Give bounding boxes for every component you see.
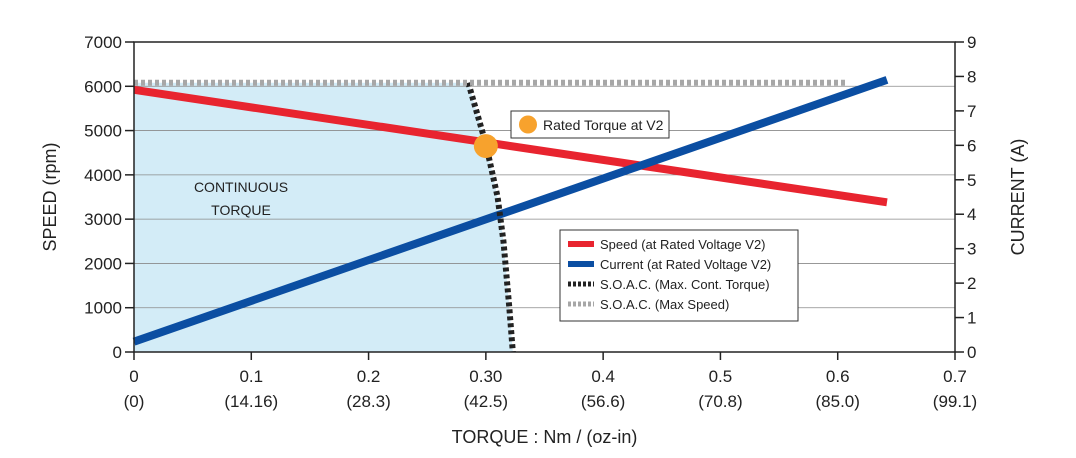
y-right-tick-label: 3 — [967, 240, 976, 259]
x-tick-label: 0.6 — [826, 367, 850, 386]
x-tick-sublabel: (70.8) — [698, 392, 742, 411]
legend-label-speed-at-rated-voltage-v2: Speed (at Rated Voltage V2) — [600, 237, 766, 252]
series-line-s-o-a-c-max-cont-torque — [465, 81, 516, 353]
region-label-line: CONTINUOUS — [194, 179, 288, 195]
y-right-tick-label: 6 — [967, 136, 976, 155]
y-left-tick-label: 0 — [113, 343, 122, 362]
x-tick-label: 0.30 — [469, 367, 502, 386]
plot-frame — [133, 41, 956, 353]
y-right-axis-title: CURRENT (A) — [1008, 139, 1028, 256]
x-tick-sublabel: (14.16) — [224, 392, 278, 411]
rated-torque-callout-label: Rated Torque at V2 — [543, 117, 664, 133]
x-tick-sublabel: (85.0) — [816, 392, 860, 411]
y-right-tick-label: 1 — [967, 309, 976, 328]
y-left-tick-label: 3000 — [84, 210, 122, 229]
x-tick-label: 0.4 — [591, 367, 615, 386]
series-line-current-at-rated-voltage-v2 — [132, 76, 889, 346]
continuous-torque-region-layer — [134, 82, 513, 352]
y-left-tick-label: 2000 — [84, 254, 122, 273]
y-right-tick-label: 5 — [967, 171, 976, 190]
x-tick-label: 0.5 — [709, 367, 733, 386]
y-right-tick-label: 9 — [967, 33, 976, 52]
rated-torque-callout-box — [510, 110, 670, 139]
x-tick-sublabel: (42.5) — [464, 392, 508, 411]
y-left-tick-label: 4000 — [84, 166, 122, 185]
x-tick-label: 0 — [129, 367, 138, 386]
y-left-tick-label: 6000 — [84, 77, 122, 96]
y-left-tick-label: 7000 — [84, 33, 122, 52]
region-label-line: TORQUE — [211, 202, 271, 218]
y-left-axis-title: SPEED (rpm) — [40, 142, 60, 251]
y-left-tick-label: 5000 — [84, 122, 122, 141]
x-tick-label: 0.2 — [357, 367, 381, 386]
continuous-torque-region — [134, 82, 513, 352]
x-tick-sublabel: (28.3) — [346, 392, 390, 411]
y-right-tick-label: 8 — [967, 67, 976, 86]
legend-label-s-o-a-c-max-speed: S.O.A.C. (Max Speed) — [600, 297, 729, 312]
legend-box — [559, 229, 799, 322]
rated-torque-marker — [473, 134, 498, 159]
x-tick-sublabel: (0) — [124, 392, 145, 411]
y-right-tick-label: 4 — [967, 205, 976, 224]
label-layer: TORQUE : Nm / (oz-in) SPEED (rpm) CURRENT … — [40, 110, 1028, 447]
series-layer — [132, 76, 889, 353]
rated-torque-callout-marker — [519, 115, 537, 134]
axis-layer: 0 1000 2000 3000 4000 5000 6000 7000 0 1 2 3 4 5 6 7 8 9 0… — [84, 33, 977, 411]
y-right-tick-label: 2 — [967, 274, 976, 293]
x-tick-label: 0.1 — [239, 367, 263, 386]
legend-layer: Speed (at Rated Voltage V2) Current (at R… — [559, 229, 799, 322]
legend-label-current-at-rated-voltage-v2: Current (at Rated Voltage V2) — [600, 257, 771, 272]
x-axis-title: TORQUE : Nm / (oz-in) — [452, 427, 638, 447]
y-right-tick-label: 0 — [967, 343, 976, 362]
series-line-speed-at-rated-voltage-v2 — [133, 85, 888, 207]
y-left-tick-label: 1000 — [84, 299, 122, 318]
legend-label-s-o-a-c-max-cont-torque: S.O.A.C. (Max. Cont. Torque) — [600, 277, 770, 292]
x-tick-sublabel: (99.1) — [933, 392, 977, 411]
x-tick-label: 0.7 — [943, 367, 967, 386]
y-right-tick-label: 7 — [967, 102, 976, 121]
x-tick-sublabel: (56.6) — [581, 392, 625, 411]
